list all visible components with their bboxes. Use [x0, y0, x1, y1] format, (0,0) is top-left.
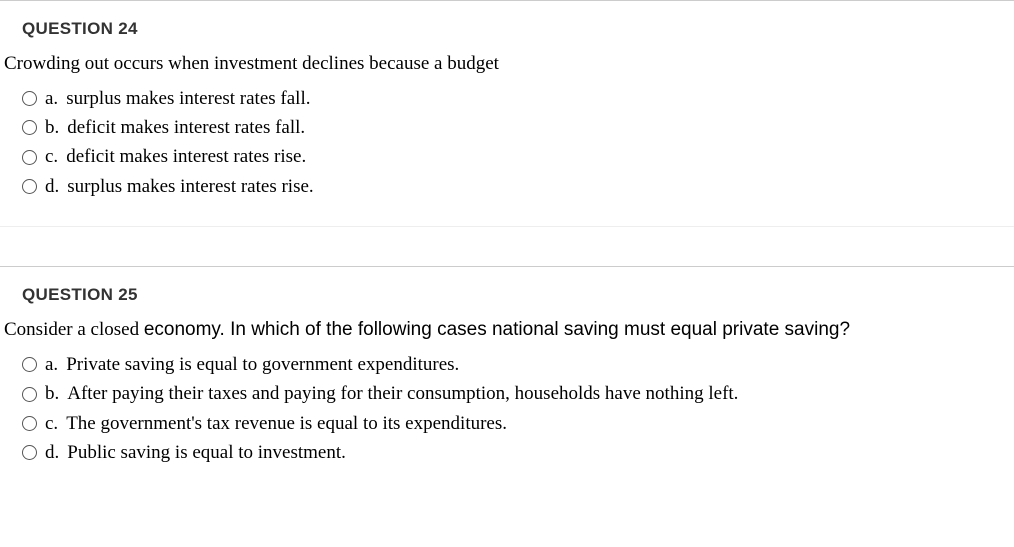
option-letter: b.	[45, 113, 59, 142]
option-text: After paying their taxes and paying for …	[67, 379, 738, 408]
prompt-serif-part: Consider a closed	[4, 319, 144, 340]
prompt-sans-part: economy. In which of the following cases…	[144, 319, 850, 340]
option-text: surplus makes interest rates rise.	[67, 172, 313, 201]
option-row[interactable]: b. deficit makes interest rates fall.	[22, 113, 1014, 142]
option-row[interactable]: c. The government's tax revenue is equal…	[22, 409, 1014, 438]
options-list: a. surplus makes interest rates fall. b.…	[0, 84, 1014, 202]
question-header: QUESTION 25	[0, 267, 1014, 305]
question-25-block: QUESTION 25 Consider a closed economy. I…	[0, 266, 1014, 492]
option-text: Public saving is equal to investment.	[67, 438, 346, 467]
option-letter: d.	[45, 438, 59, 467]
radio-option-b[interactable]	[22, 120, 37, 135]
question-prompt: Consider a closed economy. In which of t…	[0, 317, 1014, 344]
options-list: a. Private saving is equal to government…	[0, 350, 1014, 468]
question-divider	[0, 226, 1014, 266]
option-text: Private saving is equal to government ex…	[66, 350, 459, 379]
option-letter: c.	[45, 409, 58, 438]
option-row[interactable]: d. surplus makes interest rates rise.	[22, 172, 1014, 201]
option-letter: c.	[45, 142, 58, 171]
option-letter: a.	[45, 350, 58, 379]
option-row[interactable]: d. Public saving is equal to investment.	[22, 438, 1014, 467]
radio-option-a[interactable]	[22, 91, 37, 106]
radio-option-c[interactable]	[22, 150, 37, 165]
question-24-block: QUESTION 24 Crowding out occurs when inv…	[0, 0, 1014, 226]
option-letter: b.	[45, 379, 59, 408]
radio-option-a[interactable]	[22, 357, 37, 372]
question-header: QUESTION 24	[0, 1, 1014, 39]
option-letter: d.	[45, 172, 59, 201]
radio-option-b[interactable]	[22, 387, 37, 402]
option-text: deficit makes interest rates fall.	[67, 113, 305, 142]
option-row[interactable]: a. surplus makes interest rates fall.	[22, 84, 1014, 113]
radio-option-d[interactable]	[22, 445, 37, 460]
radio-option-d[interactable]	[22, 179, 37, 194]
question-prompt: Crowding out occurs when investment decl…	[0, 51, 1014, 78]
radio-option-c[interactable]	[22, 416, 37, 431]
option-text: The government's tax revenue is equal to…	[66, 409, 507, 438]
option-row[interactable]: a. Private saving is equal to government…	[22, 350, 1014, 379]
option-text: surplus makes interest rates fall.	[66, 84, 310, 113]
option-text: deficit makes interest rates rise.	[66, 142, 306, 171]
option-row[interactable]: b. After paying their taxes and paying f…	[22, 379, 1014, 408]
option-letter: a.	[45, 84, 58, 113]
option-row[interactable]: c. deficit makes interest rates rise.	[22, 142, 1014, 171]
